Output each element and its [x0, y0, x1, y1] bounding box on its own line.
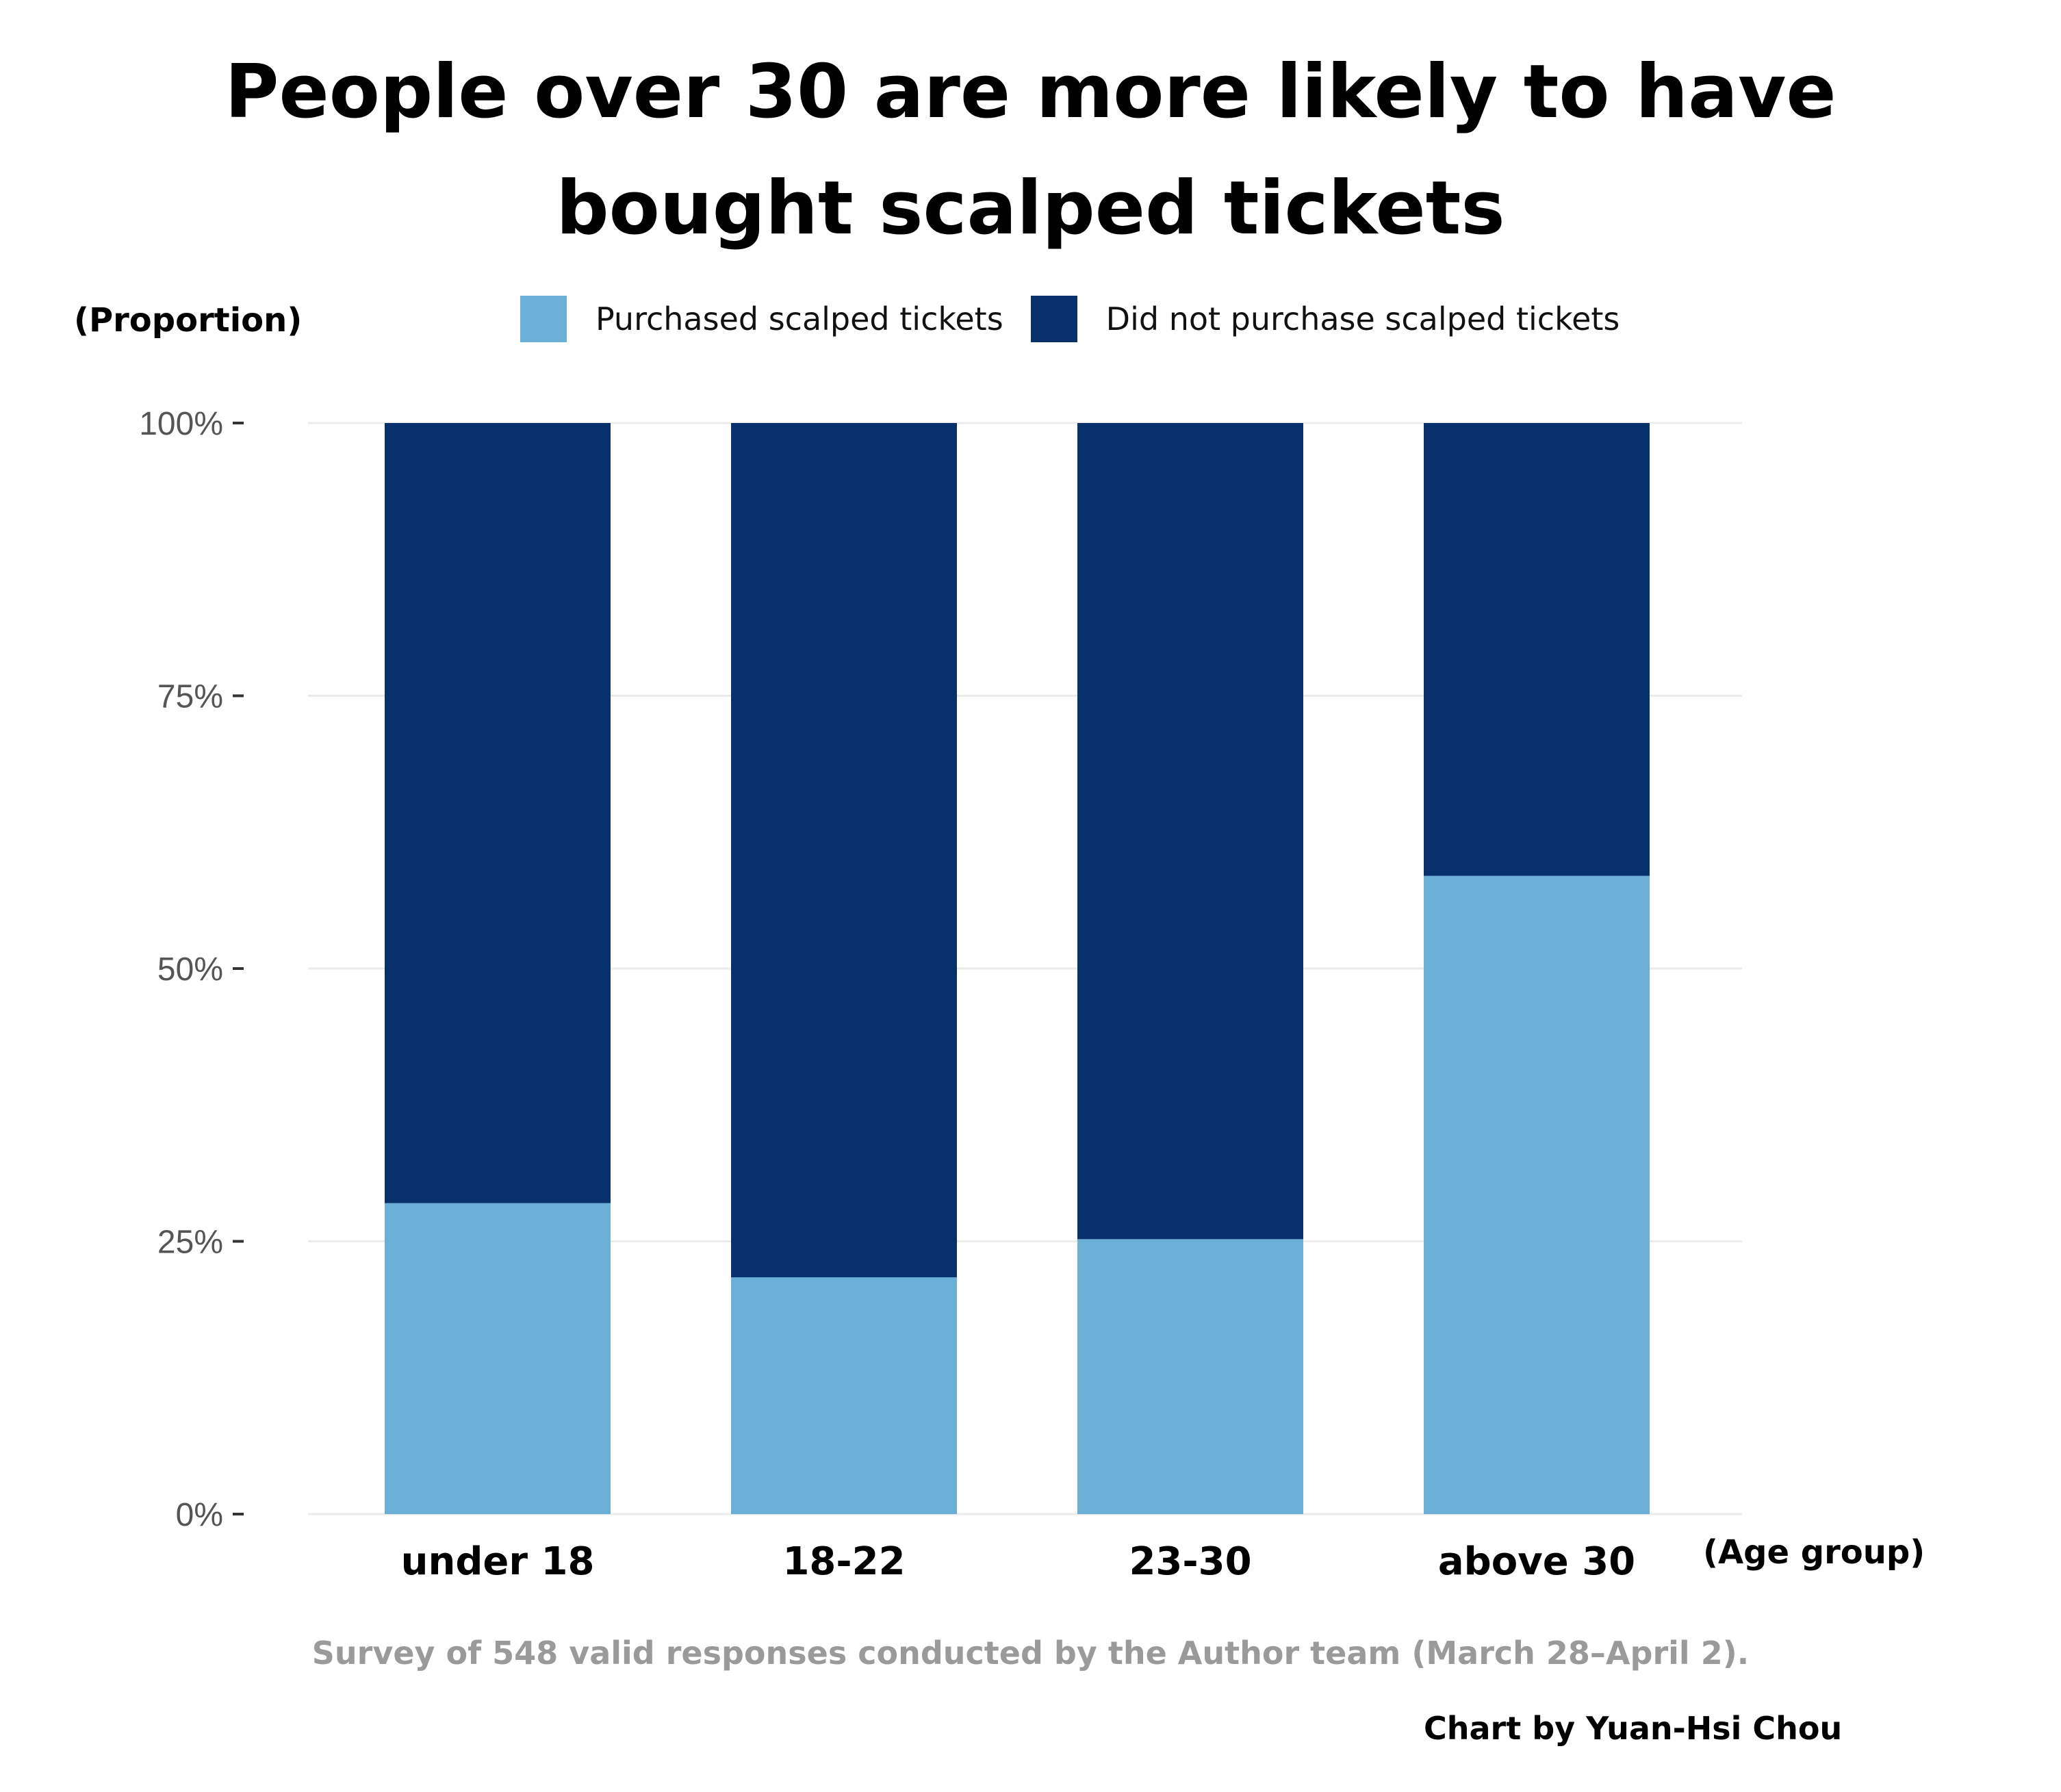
bar-not-purchased [385, 423, 611, 1203]
legend: Purchased scalped tickets Did not purcha… [520, 296, 1647, 342]
legend-swatch-not-purchased [1030, 296, 1077, 342]
bar-purchased [731, 1277, 957, 1514]
bar-not-purchased [1424, 423, 1650, 876]
bar-purchased [1077, 1239, 1303, 1514]
chart-title: People over 30 are more likely to have b… [0, 34, 2061, 267]
source-note: Survey of 548 valid responses conducted … [311, 1635, 1750, 1672]
y-tick-label: 75% [157, 679, 223, 715]
bar-not-purchased [731, 423, 957, 1278]
x-category-label: under 18 [401, 1539, 595, 1584]
chart-title-line-2: bought scalped tickets [556, 166, 1505, 251]
bar-not-purchased [1077, 423, 1303, 1240]
x-category-label: above 30 [1438, 1539, 1635, 1584]
y-axis-title: (Proportion) [74, 301, 303, 340]
legend-label-purchased: Purchased scalped tickets [596, 300, 1003, 337]
y-tick-label: 25% [157, 1225, 223, 1261]
y-tick-label: 0% [176, 1497, 223, 1533]
y-tick-label: 50% [157, 951, 223, 988]
bar-purchased [385, 1203, 611, 1514]
bar-purchased [1424, 875, 1650, 1514]
legend-item-purchased: Purchased scalped tickets [520, 296, 1003, 342]
legend-swatch-purchased [520, 296, 567, 342]
x-axis-title: (Age group) [1703, 1533, 1925, 1572]
y-tick-label: 100% [139, 406, 223, 442]
legend-item-not-purchased: Did not purchase scalped tickets [1030, 296, 1620, 342]
x-category-label: 23-30 [1129, 1539, 1251, 1584]
x-category-label: 18-22 [782, 1539, 905, 1584]
chart-credit: Chart by Yuan-Hsi Chou [1424, 1710, 1843, 1747]
chart-title-line-1: People over 30 are more likely to have [225, 49, 1836, 135]
legend-label-not-purchased: Did not purchase scalped tickets [1105, 300, 1620, 337]
